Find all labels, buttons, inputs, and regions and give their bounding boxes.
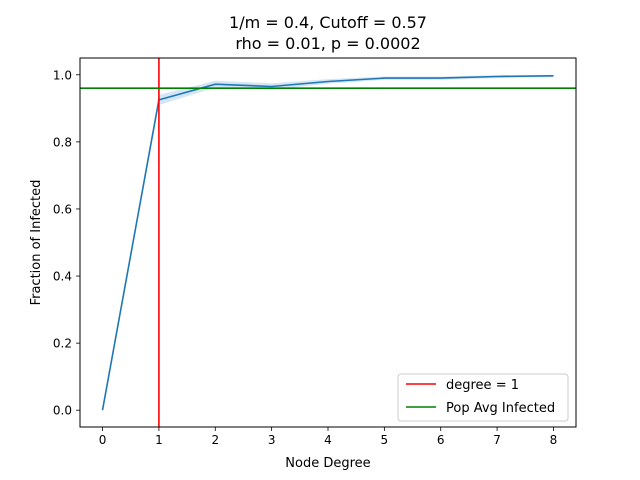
x-tick-label: 7 [493, 433, 501, 447]
chart-title-line2: rho = 0.01, p = 0.0002 [235, 34, 420, 53]
reference-line-layer [80, 58, 576, 427]
confidence-band-layer [102, 74, 554, 411]
x-tick-label: 0 [99, 433, 107, 447]
legend-label-pop-avg: Pop Avg Infected [446, 401, 555, 416]
y-tick-label: 0.6 [53, 202, 72, 216]
y-axis-label: Fraction of Infected [29, 180, 44, 306]
legend-label-degree: degree = 1 [446, 378, 519, 393]
x-tick-label: 6 [437, 433, 445, 447]
confidence-band-0 [102, 74, 554, 411]
x-axis-label: Node Degree [285, 456, 370, 471]
y-tick-label: 0.0 [53, 404, 72, 418]
legend-box [397, 373, 569, 422]
y-axis-ticks: 0.0 0.2 0.4 0.6 0.8 1.0 [53, 68, 80, 418]
series-line-0 [101, 75, 554, 411]
x-tick-label: 1 [155, 433, 163, 447]
plot-frame [79, 57, 577, 428]
legend: degree = 1 Pop Avg Infected [397, 373, 569, 422]
x-axis-ticks: 0 1 2 3 4 5 6 7 8 [99, 427, 558, 447]
chart-title-line1: 1/m = 0.4, Cutoff = 0.57 [229, 13, 427, 32]
x-tick-label: 8 [550, 433, 558, 447]
x-tick-label: 3 [268, 433, 276, 447]
y-tick-label: 1.0 [53, 68, 72, 82]
x-tick-label: 4 [324, 433, 332, 447]
x-tick-label: 5 [381, 433, 389, 447]
y-tick-label: 0.8 [53, 135, 72, 149]
series-line-layer [101, 75, 554, 411]
plot-area [79, 57, 577, 428]
y-tick-label: 0.4 [53, 270, 72, 284]
y-tick-label: 0.2 [53, 337, 72, 351]
x-tick-label: 2 [211, 433, 219, 447]
